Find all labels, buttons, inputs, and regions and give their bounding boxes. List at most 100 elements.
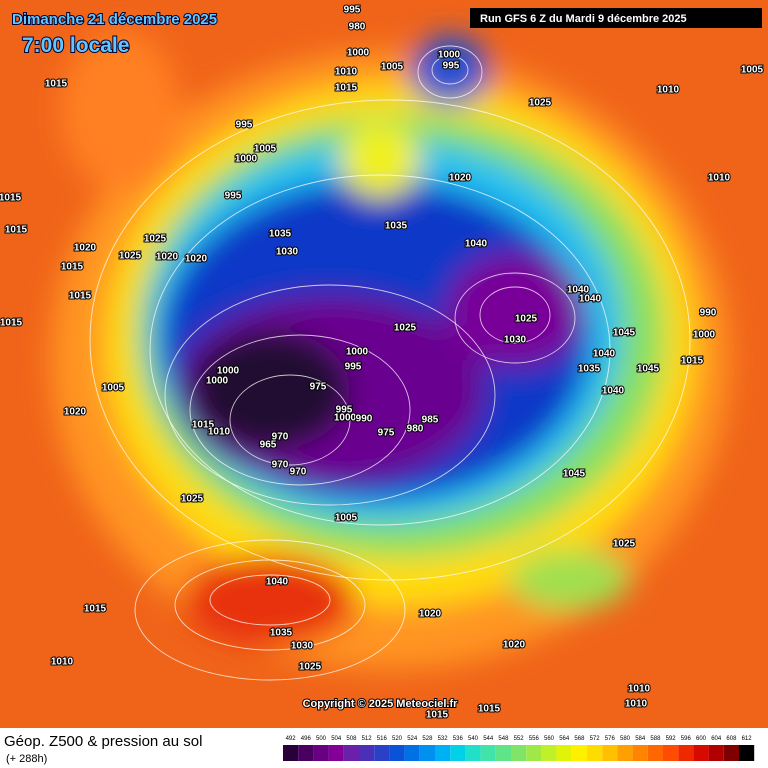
pressure-label: 1030 (291, 641, 314, 652)
scale-swatch (480, 745, 496, 761)
pressure-label: 1040 (266, 577, 289, 588)
scale-swatch (435, 745, 451, 761)
scale-label: 580 (620, 736, 631, 742)
scale-swatch (511, 745, 527, 761)
scale-label: 564 (559, 736, 570, 742)
scale-label: 536 (453, 736, 464, 742)
scale-swatch (678, 745, 694, 761)
pressure-label: 1010 (625, 699, 648, 710)
scale-swatch (495, 745, 511, 761)
pressure-label: 1040 (465, 239, 488, 250)
run-title: Run GFS 6 Z du Mardi 9 décembre 2025 (480, 13, 687, 25)
pressure-label: 1020 (64, 407, 87, 418)
pressure-label: 1020 (156, 252, 179, 263)
scale-label: 504 (331, 736, 342, 742)
pressure-label: 1035 (270, 628, 293, 639)
pressure-label: 1005 (254, 144, 277, 155)
pressure-label: 1015 (84, 604, 107, 615)
pressure-label: 1015 (61, 262, 84, 273)
pressure-label: 1040 (567, 285, 590, 296)
scale-swatch (313, 745, 329, 761)
pressure-label: 1015 (69, 291, 92, 302)
pressure-label: 1020 (185, 254, 208, 265)
pressure-label: 990 (700, 308, 717, 319)
pressure-label: 1040 (579, 294, 602, 305)
scale-label: 612 (742, 736, 753, 742)
pressure-label: 1000 (235, 154, 258, 165)
scale-label: 540 (468, 736, 479, 742)
pressure-label: 975 (378, 428, 395, 439)
pressure-label: 1015 (5, 225, 28, 236)
pressure-label: 1025 (515, 314, 538, 325)
pressure-label: 1045 (637, 364, 660, 375)
scale-swatch (389, 745, 405, 761)
pressure-label: 1005 (741, 65, 764, 76)
pressure-label: 995 (336, 405, 353, 416)
scale-label: 568 (574, 736, 585, 742)
pressure-label: 970 (290, 467, 307, 478)
pressure-label: 1025 (613, 539, 636, 550)
pressure-label: 1000 (206, 376, 229, 387)
pressure-label: 1010 (51, 657, 74, 668)
scale-swatch (374, 745, 390, 761)
pressure-label: 1010 (628, 684, 651, 695)
scale-label: 572 (590, 736, 601, 742)
scale-swatch (723, 745, 739, 761)
date-title: Dimanche 21 décembre 2025 (12, 11, 217, 28)
scale-label: 576 (605, 736, 616, 742)
scale-label: 588 (650, 736, 661, 742)
run-box (470, 8, 762, 28)
pressure-label: 1000 (438, 50, 461, 61)
scale-swatch (708, 745, 724, 761)
scale-label: 584 (635, 736, 646, 742)
pressure-label: 995 (345, 362, 362, 373)
scale-label: 508 (346, 736, 357, 742)
scale-label: 520 (392, 736, 403, 742)
pressure-label: 980 (349, 22, 366, 33)
pressure-label: 1000 (347, 48, 370, 59)
pressure-label: 965 (260, 440, 277, 451)
pressure-label: 1000 (217, 366, 240, 377)
scale-swatch (693, 745, 709, 761)
scale-swatch (556, 745, 572, 761)
pressure-label: 1015 (681, 356, 704, 367)
scale-swatch (283, 745, 299, 761)
pressure-label: 1025 (299, 662, 322, 673)
pressure-label: 1040 (602, 386, 625, 397)
pressure-label: 1045 (563, 469, 586, 480)
scale-swatch (739, 745, 755, 761)
pressure-label: 1025 (119, 251, 142, 262)
pressure-label: 1015 (0, 193, 22, 204)
pressure-label: 975 (310, 382, 327, 393)
pressure-label: 995 (225, 191, 242, 202)
scale-swatch (602, 745, 618, 761)
scale-swatch (663, 745, 679, 761)
pressure-label: 1005 (102, 383, 125, 394)
map-field (0, 0, 768, 728)
pressure-label: 995 (236, 120, 253, 131)
scale-swatch (587, 745, 603, 761)
pressure-label: 995 (443, 61, 460, 72)
scale-label: 596 (681, 736, 692, 742)
pressure-label: 1045 (613, 328, 636, 339)
pressure-label: 1010 (208, 427, 231, 438)
time-title: 7:00 locale (22, 34, 129, 57)
scale-label: 500 (316, 736, 327, 742)
pressure-label: 1010 (708, 173, 731, 184)
scale-label: 608 (726, 736, 737, 742)
scale-label: 556 (529, 736, 540, 742)
scale-swatch (328, 745, 344, 761)
pressure-label: 995 (344, 5, 361, 16)
pressure-label: 1005 (381, 62, 404, 73)
scale-swatch (632, 745, 648, 761)
scale-label: 492 (286, 736, 297, 742)
copyright: Copyright © 2025 Meteociel.fr (303, 698, 459, 710)
footer-title: Géop. Z500 & pression au sol (4, 733, 202, 750)
pressure-label: 970 (272, 460, 289, 471)
scale-label: 592 (666, 736, 677, 742)
pressure-label: 1005 (335, 513, 358, 524)
pressure-label: 1025 (529, 98, 552, 109)
pressure-label: 1000 (346, 347, 369, 358)
pressure-label: 1015 (192, 420, 215, 431)
